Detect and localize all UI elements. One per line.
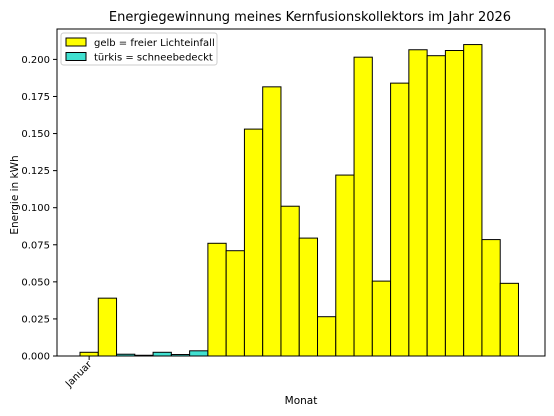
y-tick-label: 0.200: [21, 55, 50, 66]
y-tick-label: 0.175: [21, 92, 50, 103]
bar: [463, 44, 483, 357]
bar: [189, 350, 209, 357]
bar: [353, 56, 373, 357]
y-tick-label: 0.125: [21, 166, 50, 177]
bar: [408, 49, 428, 357]
bar: [426, 55, 446, 357]
bar: [225, 250, 245, 357]
bars-group: [79, 44, 519, 357]
bar: [280, 205, 300, 357]
y-axis-label: Energie in kWh: [9, 155, 21, 234]
y-tick-label: 0.150: [21, 129, 50, 140]
legend-swatch: [65, 37, 87, 47]
legend: gelb = freier Lichteinfall türkis = schne…: [60, 32, 218, 66]
legend-swatch: [65, 52, 87, 61]
bar: [444, 50, 465, 357]
y-tick-label: 0.075: [21, 240, 50, 251]
bar: [390, 82, 410, 357]
x-axis-label: Monat: [285, 395, 318, 407]
bar: [335, 174, 355, 357]
bar: [371, 280, 392, 357]
bar: [317, 316, 337, 357]
bar: [481, 239, 501, 357]
y-tick-label: 0.025: [21, 314, 50, 325]
y-ticks-group: 0.000 0.025 0.050 0.075 0.100 0.125 0.150 0.175…: [21, 55, 57, 363]
bar: [97, 297, 118, 357]
bar: [243, 128, 264, 357]
bar: [207, 242, 227, 357]
bar: [152, 351, 172, 357]
y-tick-label: 0.100: [21, 203, 50, 214]
bar: [499, 282, 519, 357]
plot-frame: [56, 28, 546, 357]
bar: [262, 86, 282, 357]
bar: [298, 237, 319, 357]
legend-box: [60, 32, 218, 66]
legend-label: gelb = freier Lichteinfall: [94, 38, 215, 49]
y-tick-label: 0.050: [21, 277, 50, 288]
y-tick-label: 0.000: [21, 352, 50, 363]
legend-label: türkis = schneebedeckt: [94, 53, 213, 64]
chart-title: Energiegewinnung meines Kernfusionskolle…: [109, 10, 511, 25]
bar: [79, 351, 99, 357]
